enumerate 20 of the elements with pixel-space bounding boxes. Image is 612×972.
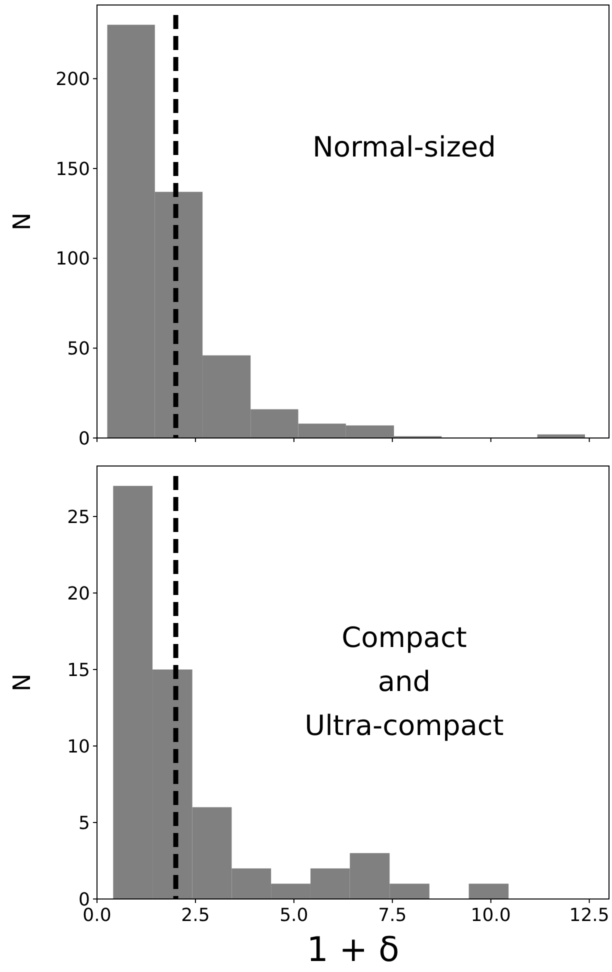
y-axis-title: N <box>8 212 36 230</box>
y-tick-label: 10 <box>67 736 90 758</box>
annotation: Normal-sized <box>312 130 496 164</box>
y-tick-label: 25 <box>67 506 90 528</box>
x-tick-label: 10.0 <box>470 905 511 926</box>
x-tick-label: 2.5 <box>181 905 210 926</box>
y-tick-label: 5 <box>78 812 90 834</box>
y-tick-label: 50 <box>67 338 90 360</box>
x-tick-label: 7.5 <box>378 905 407 926</box>
y-tick-label: 0 <box>78 428 90 450</box>
y-tick-label: 20 <box>67 583 90 604</box>
y-tick-label: 200 <box>56 68 90 90</box>
y-tick-label: 100 <box>56 248 90 270</box>
y-tick-label: 150 <box>56 158 90 180</box>
y-tick-label: 15 <box>67 660 90 681</box>
x-tick-label: 12.5 <box>569 905 610 926</box>
annotation: Compact and Ultra-compact <box>304 621 504 742</box>
x-tick-label: 5.0 <box>280 905 308 926</box>
x-axis-title: 1 + δ <box>306 930 400 970</box>
y-axis-title: N <box>8 674 36 692</box>
